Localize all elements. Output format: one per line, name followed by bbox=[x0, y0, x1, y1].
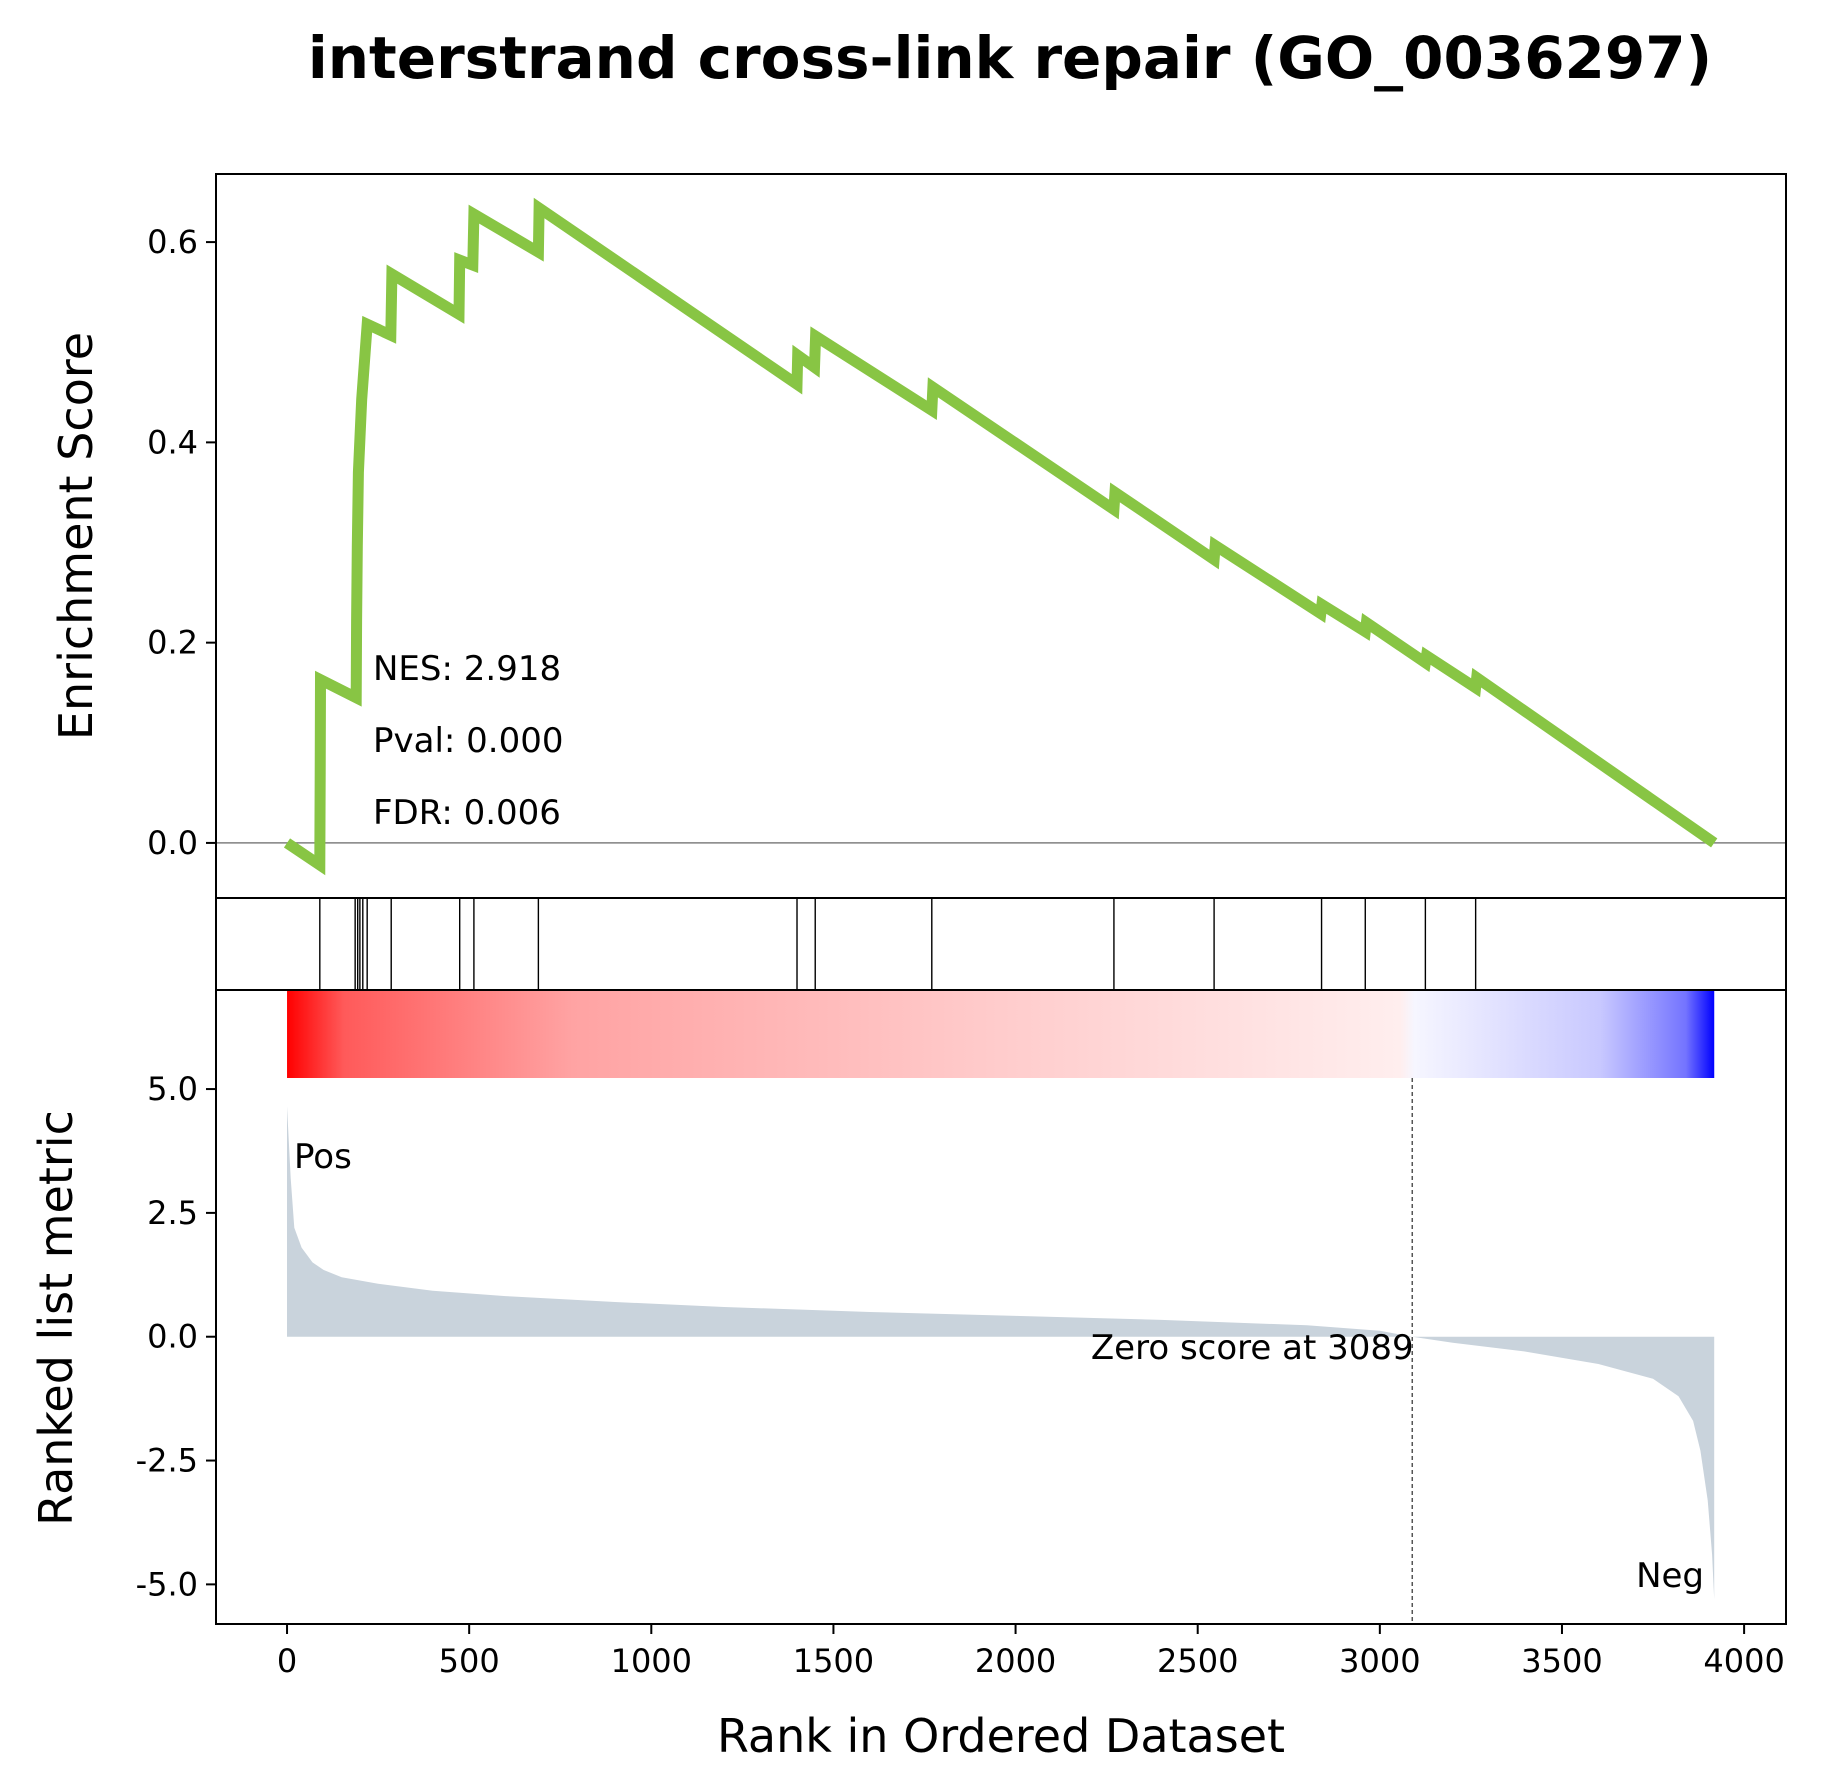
es-y-tick-label: 0.4 bbox=[147, 423, 198, 461]
nes-annotation: NES: 2.918 bbox=[373, 649, 561, 689]
x-axis-label: Rank in Ordered Dataset bbox=[717, 1709, 1285, 1763]
x-tick-label: 500 bbox=[439, 1642, 500, 1680]
rank-y-tick-label: 2.5 bbox=[147, 1194, 198, 1232]
zero-score-label: Zero score at 3089 bbox=[1091, 1328, 1414, 1368]
rank-y-tick-label: 0.0 bbox=[147, 1318, 198, 1356]
rank-y-tick-label: -5.0 bbox=[136, 1565, 198, 1603]
hits-panel bbox=[215, 897, 1787, 991]
es-panel: 0.0 0.2 0.4 0.6 NES: 2.918 Pval: 0.000 FDR:… bbox=[49, 173, 1787, 899]
fdr-annotation: FDR: 0.006 bbox=[373, 793, 561, 833]
x-tick-label: 1500 bbox=[793, 1642, 874, 1680]
chart-title: interstrand cross-link repair (GO_003629… bbox=[308, 24, 1712, 92]
rank-y-ticks: 5.0 2.5 0.0 -2.5 -5.0 bbox=[136, 1070, 216, 1603]
es-y-tick-label: 0.0 bbox=[147, 824, 198, 862]
es-y-ticks: 0.0 0.2 0.4 0.6 bbox=[147, 223, 216, 862]
es-y-tick-label: 0.6 bbox=[147, 223, 198, 261]
x-axis-ticks: 0 500 1000 1500 2000 2500 3000 3500 4000 bbox=[277, 1624, 1785, 1680]
ranked-metric-area bbox=[287, 1106, 1715, 1600]
enrichment-score-line bbox=[283, 197, 1718, 876]
hits-panel-frame bbox=[215, 897, 1787, 991]
x-tick-label: 3000 bbox=[1339, 1642, 1420, 1680]
x-tick-label: 2500 bbox=[1157, 1642, 1238, 1680]
rank-y-axis-label: Ranked list metric bbox=[29, 1110, 83, 1526]
x-tick-label: 0 bbox=[277, 1642, 297, 1680]
x-tick-label: 2000 bbox=[975, 1642, 1056, 1680]
ranked-panel-frame bbox=[215, 989, 1787, 1625]
pval-annotation: Pval: 0.000 bbox=[373, 721, 564, 761]
pos-label: Pos bbox=[294, 1137, 352, 1177]
rank-heatmap-bar bbox=[287, 990, 1715, 1078]
x-tick-label: 3500 bbox=[1521, 1642, 1602, 1680]
ranked-metric-panel: Zero score at 3089 Pos Neg 5.0 2.5 0.0 -2.5… bbox=[29, 989, 1787, 1625]
x-tick-label: 4000 bbox=[1703, 1642, 1784, 1680]
x-tick-label: 1000 bbox=[611, 1642, 692, 1680]
rank-y-tick-label: 5.0 bbox=[147, 1070, 198, 1108]
rank-y-tick-label: -2.5 bbox=[136, 1442, 198, 1480]
es-panel-frame bbox=[215, 173, 1787, 899]
hit-lines bbox=[319, 898, 1477, 990]
es-y-axis-label: Enrichment Score bbox=[49, 332, 103, 740]
es-y-tick-label: 0.2 bbox=[147, 624, 198, 662]
neg-label: Neg bbox=[1636, 1556, 1704, 1596]
